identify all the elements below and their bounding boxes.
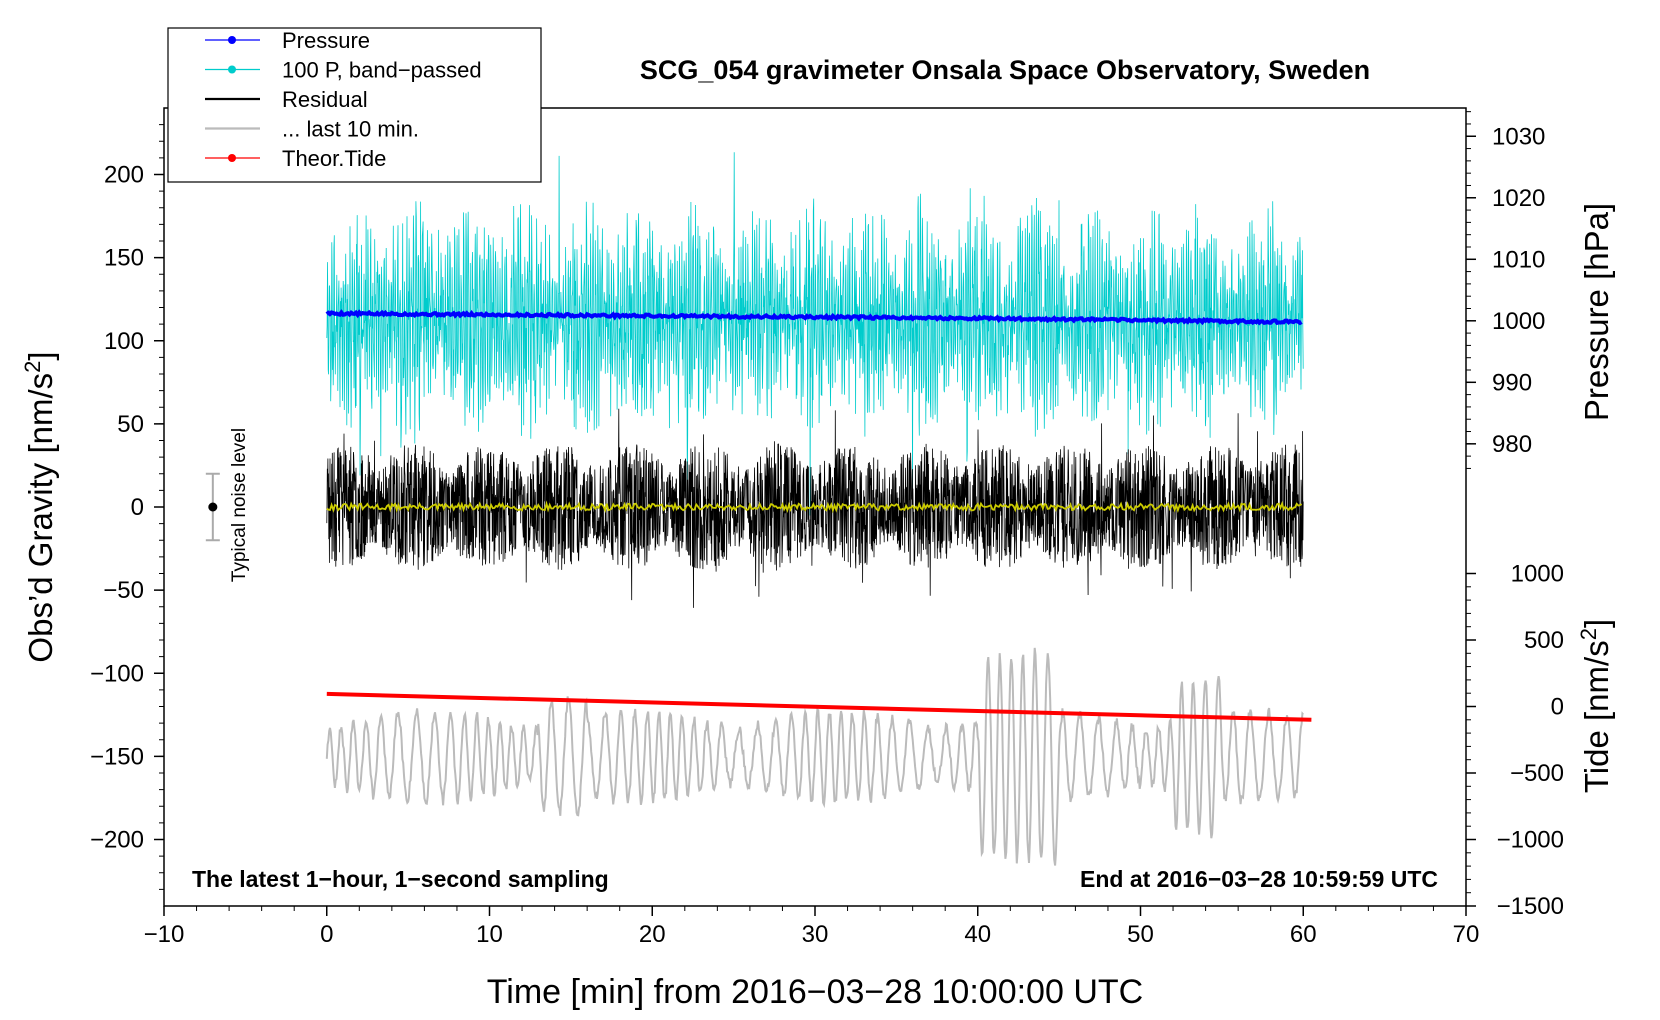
series-pressure-line	[325, 309, 1303, 326]
pressure-tick-label-0: 1030	[1492, 123, 1545, 150]
annotation-left: The latest 1−hour, 1−second sampling	[192, 866, 609, 892]
chart-title: SCG_054 gravimeter Onsala Space Observat…	[640, 55, 1370, 85]
y-axis-tide-label-sup: 2	[1576, 628, 1601, 640]
legend: Pressure 100 P, band−passed Residual ... la…	[167, 27, 542, 183]
pressure-tick-label-4: 990	[1492, 369, 1532, 396]
noise-level-label: Typical noise level	[229, 428, 250, 582]
tide-tick-label-4: −1000	[1497, 827, 1564, 854]
tide-tick-label-3: −500	[1510, 760, 1564, 787]
x-tick-label-4: 30	[802, 921, 829, 948]
x-tick-label-1: 0	[320, 921, 333, 948]
x-axis-label: Time [min] from 2016−03−28 10:00:00 UTC	[487, 973, 1143, 1011]
pressure-tick-label-3: 1000	[1492, 308, 1545, 335]
legend-label-1: 100 P, band−passed	[282, 58, 482, 83]
y-tick-label-0: 200	[104, 162, 144, 189]
series-last10min-line	[325, 647, 1304, 866]
x-tick-label-3: 20	[639, 921, 666, 948]
tide-tick-label-0: 1000	[1511, 561, 1564, 588]
series-residual-line	[326, 408, 1304, 608]
y-axis-left-label-sup: 2	[20, 361, 45, 373]
x-tick-label-6: 50	[1127, 921, 1154, 948]
y-tick-label-7: −150	[90, 743, 144, 770]
noise-bar-dot	[208, 502, 218, 512]
series-smoothed-line	[326, 500, 1303, 514]
y-tick-label-6: −100	[90, 660, 144, 687]
legend-marker-0	[228, 36, 236, 44]
x-tick-label-5: 40	[964, 921, 991, 948]
legend-marker-1	[228, 65, 236, 74]
y-axis-tide-label-close: ]	[1578, 619, 1615, 628]
tide-tick-label-1: 500	[1524, 627, 1564, 654]
pressure-tick-label-1: 1020	[1492, 185, 1545, 212]
series-tide-line	[326, 691, 1312, 722]
y-tick-label-1: 150	[104, 245, 144, 272]
legend-marker-4	[228, 154, 236, 162]
y-tick-label-2: 100	[104, 328, 144, 355]
legend-label-2: Residual	[282, 87, 368, 112]
legend-label-4: Theor.Tide	[282, 146, 386, 171]
annotation-right: End at 2016−03−28 10:59:59 UTC	[1080, 866, 1438, 892]
tide-tick-label-5: −1500	[1497, 893, 1564, 920]
y-axis-tide-label-main: Tide [nm/s	[1578, 640, 1615, 793]
series-bandpassed-line	[326, 152, 1304, 516]
y-tick-label-3: 50	[117, 411, 144, 438]
y-axis-left-label: Obs’d Gravity [nm/s2]	[20, 351, 60, 662]
x-tick-label-8: 70	[1453, 921, 1480, 948]
y-axis-pressure-label: Pressure [hPa]	[1578, 203, 1615, 421]
y-tick-label-5: −50	[103, 577, 144, 604]
data-layer	[325, 152, 1312, 866]
x-tick-label-2: 10	[476, 921, 503, 948]
pressure-tick-label-5: 980	[1492, 431, 1532, 458]
legend-label-0: Pressure	[282, 28, 370, 53]
y-tick-label-8: −200	[90, 827, 144, 854]
y-tick-label-4: 0	[131, 494, 144, 521]
axes-layer: −10 0 10 20 30 40 50 60 70200150100500−50−100−15…	[90, 111, 1564, 948]
x-tick-label-0: −10	[144, 921, 185, 948]
y-axis-left-label-close: ]	[22, 351, 59, 360]
pressure-tick-label-2: 1010	[1492, 246, 1545, 273]
legend-label-3: ... last 10 min.	[282, 117, 419, 142]
x-tick-label-7: 60	[1290, 921, 1317, 948]
y-axis-tide-label: Tide [nm/s2]	[1576, 619, 1616, 793]
tide-tick-label-2: 0	[1551, 694, 1564, 721]
y-axis-left-label-main: Obs’d Gravity [nm/s	[22, 373, 59, 663]
